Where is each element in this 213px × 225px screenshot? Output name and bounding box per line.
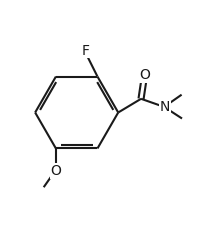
Text: O: O [139,68,150,82]
Text: O: O [50,164,61,178]
Text: N: N [160,100,170,114]
Text: F: F [81,44,89,58]
